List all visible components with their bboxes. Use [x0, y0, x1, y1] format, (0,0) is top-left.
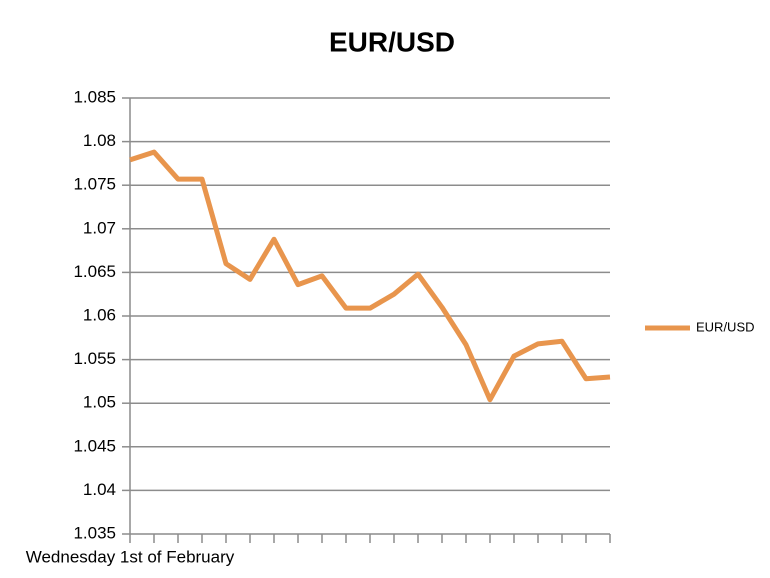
y-tick-label: 1.045	[73, 436, 116, 455]
x-tick-label: Wednesday 1st of February	[26, 547, 235, 566]
y-tick-label: 1.04	[83, 480, 116, 499]
y-tick-label: 1.07	[83, 218, 116, 237]
y-tick-label: 1.055	[73, 349, 116, 368]
y-tick-label: 1.065	[73, 262, 116, 281]
y-tick-label: 1.08	[83, 131, 116, 150]
y-tick-label: 1.06	[83, 305, 116, 324]
y-tick-label: 1.05	[83, 393, 116, 412]
y-tick-label: 1.075	[73, 175, 116, 194]
y-tick-label: 1.085	[73, 87, 116, 106]
chart-title: EUR/USD	[329, 26, 455, 57]
legend-label: EUR/USD	[696, 319, 755, 334]
y-tick-label: 1.035	[73, 523, 116, 542]
data-line	[129, 149, 611, 403]
